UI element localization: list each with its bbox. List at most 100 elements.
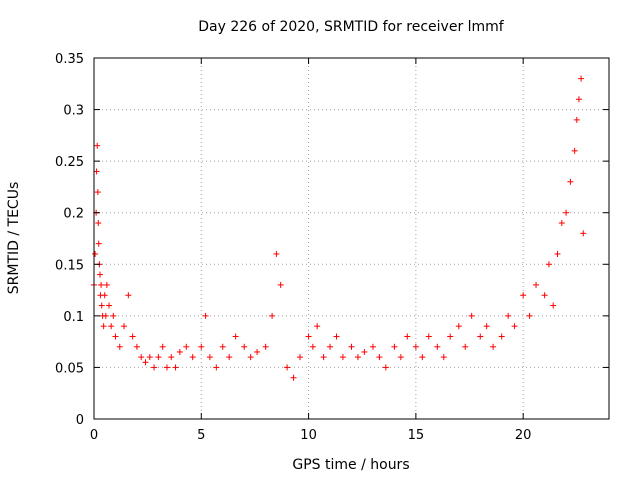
- data-point: [490, 343, 497, 350]
- data-point: [333, 333, 340, 340]
- data-point: [159, 343, 166, 350]
- data-point: [369, 343, 376, 350]
- data-point: [545, 261, 552, 268]
- data-point: [571, 147, 578, 154]
- data-point: [563, 209, 570, 216]
- data-point: [172, 364, 179, 371]
- data-point: [97, 271, 104, 278]
- data-point: [477, 333, 484, 340]
- data-point: [213, 364, 220, 371]
- data-point: [567, 178, 574, 185]
- data-point: [95, 220, 102, 227]
- y-tick-label: 0.15: [55, 258, 84, 273]
- data-point: [129, 333, 136, 340]
- data-point: [397, 354, 404, 361]
- data-point: [320, 354, 327, 361]
- data-point: [176, 348, 183, 355]
- data-point: [309, 343, 316, 350]
- data-point: [198, 343, 205, 350]
- data-point: [101, 292, 108, 299]
- grid: [94, 58, 609, 419]
- data-point: [183, 343, 190, 350]
- data-point: [110, 312, 117, 319]
- data-point: [241, 343, 248, 350]
- data-point: [578, 75, 585, 82]
- y-axis-label: SRMTID / TECUs: [6, 182, 22, 295]
- data-point: [94, 142, 101, 149]
- data-point: [103, 281, 110, 288]
- data-point: [554, 250, 561, 257]
- data-point: [232, 333, 239, 340]
- data-point: [219, 343, 226, 350]
- y-tick-label: 0.1: [63, 310, 84, 325]
- data-point: [94, 189, 101, 196]
- y-tick-label: 0.05: [55, 361, 84, 376]
- data-point: [412, 343, 419, 350]
- data-point: [269, 312, 276, 319]
- data-point: [226, 354, 233, 361]
- data-point: [455, 323, 462, 330]
- data-point: [93, 168, 100, 175]
- data-point: [92, 250, 99, 257]
- data-point: [125, 292, 132, 299]
- data-point: [112, 333, 119, 340]
- y-tick-label: 0: [76, 413, 84, 428]
- data-point: [391, 343, 398, 350]
- data-point: [462, 343, 469, 350]
- data-point: [533, 281, 540, 288]
- x-tick-label: 5: [197, 428, 205, 443]
- data-point: [382, 364, 389, 371]
- data-point: [468, 312, 475, 319]
- data-point: [98, 281, 105, 288]
- data-point: [138, 354, 145, 361]
- data-point: [558, 220, 565, 227]
- data-point: [116, 343, 123, 350]
- data-point: [108, 323, 115, 330]
- data-point: [580, 230, 587, 237]
- data-point: [133, 343, 140, 350]
- data-point: [106, 302, 113, 309]
- data-point: [155, 354, 162, 361]
- data-point: [100, 323, 107, 330]
- data-point: [189, 354, 196, 361]
- x-tick-label: 15: [408, 428, 425, 443]
- x-axis-label: GPS time / hours: [292, 457, 409, 473]
- data-point: [305, 333, 312, 340]
- y-tick-label: 0.2: [63, 207, 84, 222]
- chart-title: Day 226 of 2020, SRMTID for receiver lmm…: [198, 19, 505, 35]
- data-points: [91, 75, 587, 381]
- data-point: [404, 333, 411, 340]
- data-point: [376, 354, 383, 361]
- data-point: [95, 240, 102, 247]
- data-point: [98, 302, 105, 309]
- y-tick-label: 0.35: [55, 52, 84, 67]
- data-point: [526, 312, 533, 319]
- y-tick-label: 0.3: [63, 104, 84, 119]
- data-point: [314, 323, 321, 330]
- x-tick-label: 10: [300, 428, 317, 443]
- data-point: [284, 364, 291, 371]
- y-tick-label: 0.25: [55, 155, 84, 170]
- x-tick-label: 20: [515, 428, 532, 443]
- data-point: [361, 348, 368, 355]
- data-point: [483, 323, 490, 330]
- data-point: [425, 333, 432, 340]
- data-point: [440, 354, 447, 361]
- data-point: [273, 250, 280, 257]
- data-point: [146, 354, 153, 361]
- data-point: [511, 323, 518, 330]
- data-point: [505, 312, 512, 319]
- data-point: [297, 354, 303, 361]
- data-point: [575, 96, 582, 103]
- data-point: [290, 374, 297, 381]
- x-axis: 0 5 10 15 20: [90, 58, 532, 443]
- data-point: [354, 354, 361, 361]
- data-point: [121, 323, 128, 330]
- data-point: [202, 312, 209, 319]
- y-axis: 0 0.05 0.1 0.15 0.2 0.25 0.3 0.35: [55, 52, 609, 428]
- data-point: [142, 359, 149, 366]
- data-point: [151, 364, 158, 371]
- data-point: [348, 343, 355, 350]
- data-point: [327, 343, 334, 350]
